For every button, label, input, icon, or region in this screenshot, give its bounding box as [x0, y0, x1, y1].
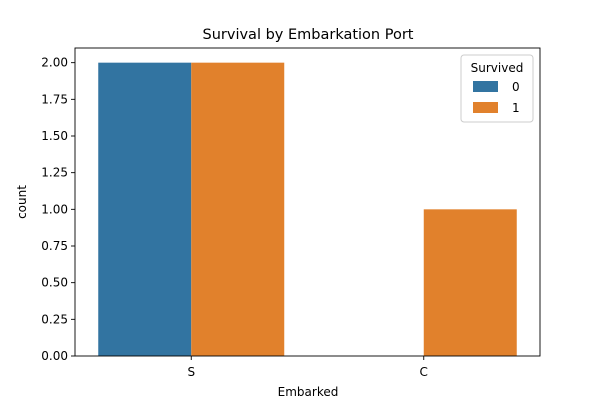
y-axis-ticks: 0.00 0.25 0.50 0.75 1.00 1.25 1.50 1.75 2.00 — [41, 56, 75, 363]
y-tick-label: 0.75 — [41, 239, 68, 253]
bar-S-survived-1 — [191, 62, 285, 357]
legend-title: Survived — [471, 61, 524, 75]
chart-title: Survival by Embarkation Port — [203, 27, 414, 43]
legend-swatch-1 — [473, 102, 498, 113]
legend-entries: 01 — [473, 80, 520, 115]
bar-C-survived-1 — [423, 209, 517, 356]
legend-swatch-0 — [473, 81, 498, 92]
bar-S-survived-0 — [98, 62, 192, 357]
y-tick-label: 0.50 — [41, 276, 68, 290]
y-tick-label: 1.25 — [41, 166, 68, 180]
bars-layer — [98, 62, 517, 357]
plot-frame — [74, 47, 541, 357]
y-tick-label: 1.00 — [41, 202, 68, 216]
y-axis-title: count — [15, 185, 29, 219]
y-tick-label: 0.00 — [41, 349, 68, 363]
y-tick-label: 1.50 — [41, 129, 68, 143]
x-tick-label-C: C — [420, 365, 428, 379]
y-tick-label: 0.25 — [41, 312, 68, 326]
y-tick-label: 1.75 — [41, 92, 68, 106]
legend-label-1: 1 — [512, 101, 520, 115]
legend-label-0: 0 — [512, 80, 520, 94]
y-tick-label: 2.00 — [41, 56, 68, 70]
x-tick-label-S: S — [187, 365, 195, 379]
x-axis-title: Embarked — [278, 385, 339, 399]
legend: Survived 01 — [460, 54, 534, 123]
